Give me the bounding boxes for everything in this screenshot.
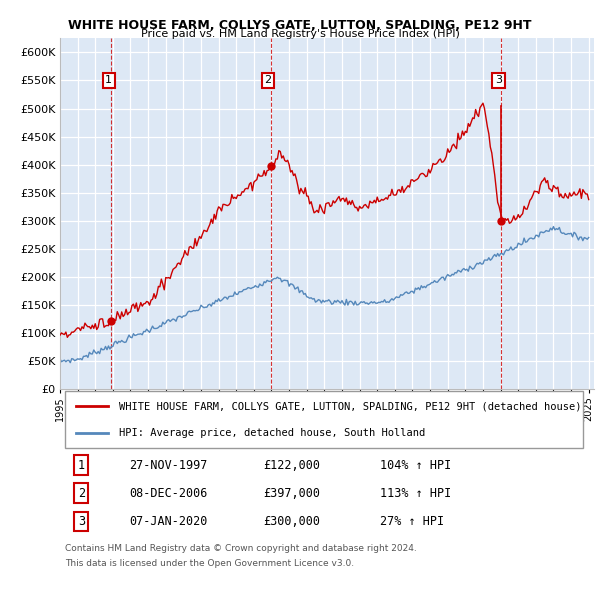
Text: 2: 2 — [78, 487, 85, 500]
Text: This data is licensed under the Open Government Licence v3.0.: This data is licensed under the Open Gov… — [65, 559, 355, 568]
Text: 27-NOV-1997: 27-NOV-1997 — [130, 458, 208, 472]
Text: £122,000: £122,000 — [263, 458, 320, 472]
Text: 1: 1 — [106, 76, 112, 86]
Text: £300,000: £300,000 — [263, 515, 320, 528]
Text: WHITE HOUSE FARM, COLLYS GATE, LUTTON, SPALDING, PE12 9HT (detached house): WHITE HOUSE FARM, COLLYS GATE, LUTTON, S… — [119, 401, 581, 411]
Text: Price paid vs. HM Land Registry's House Price Index (HPI): Price paid vs. HM Land Registry's House … — [140, 29, 460, 39]
Text: 08-DEC-2006: 08-DEC-2006 — [130, 487, 208, 500]
Text: WHITE HOUSE FARM, COLLYS GATE, LUTTON, SPALDING, PE12 9HT: WHITE HOUSE FARM, COLLYS GATE, LUTTON, S… — [68, 19, 532, 32]
Text: HPI: Average price, detached house, South Holland: HPI: Average price, detached house, Sout… — [119, 428, 425, 438]
Text: 113% ↑ HPI: 113% ↑ HPI — [380, 487, 452, 500]
FancyBboxPatch shape — [65, 391, 583, 448]
Text: £397,000: £397,000 — [263, 487, 320, 500]
Text: 104% ↑ HPI: 104% ↑ HPI — [380, 458, 452, 472]
Text: 07-JAN-2020: 07-JAN-2020 — [130, 515, 208, 528]
Text: 1: 1 — [78, 458, 85, 472]
Text: 27% ↑ HPI: 27% ↑ HPI — [380, 515, 445, 528]
Text: 2: 2 — [265, 76, 272, 86]
Text: Contains HM Land Registry data © Crown copyright and database right 2024.: Contains HM Land Registry data © Crown c… — [65, 545, 417, 553]
Text: 3: 3 — [495, 76, 502, 86]
Text: 3: 3 — [78, 515, 85, 528]
